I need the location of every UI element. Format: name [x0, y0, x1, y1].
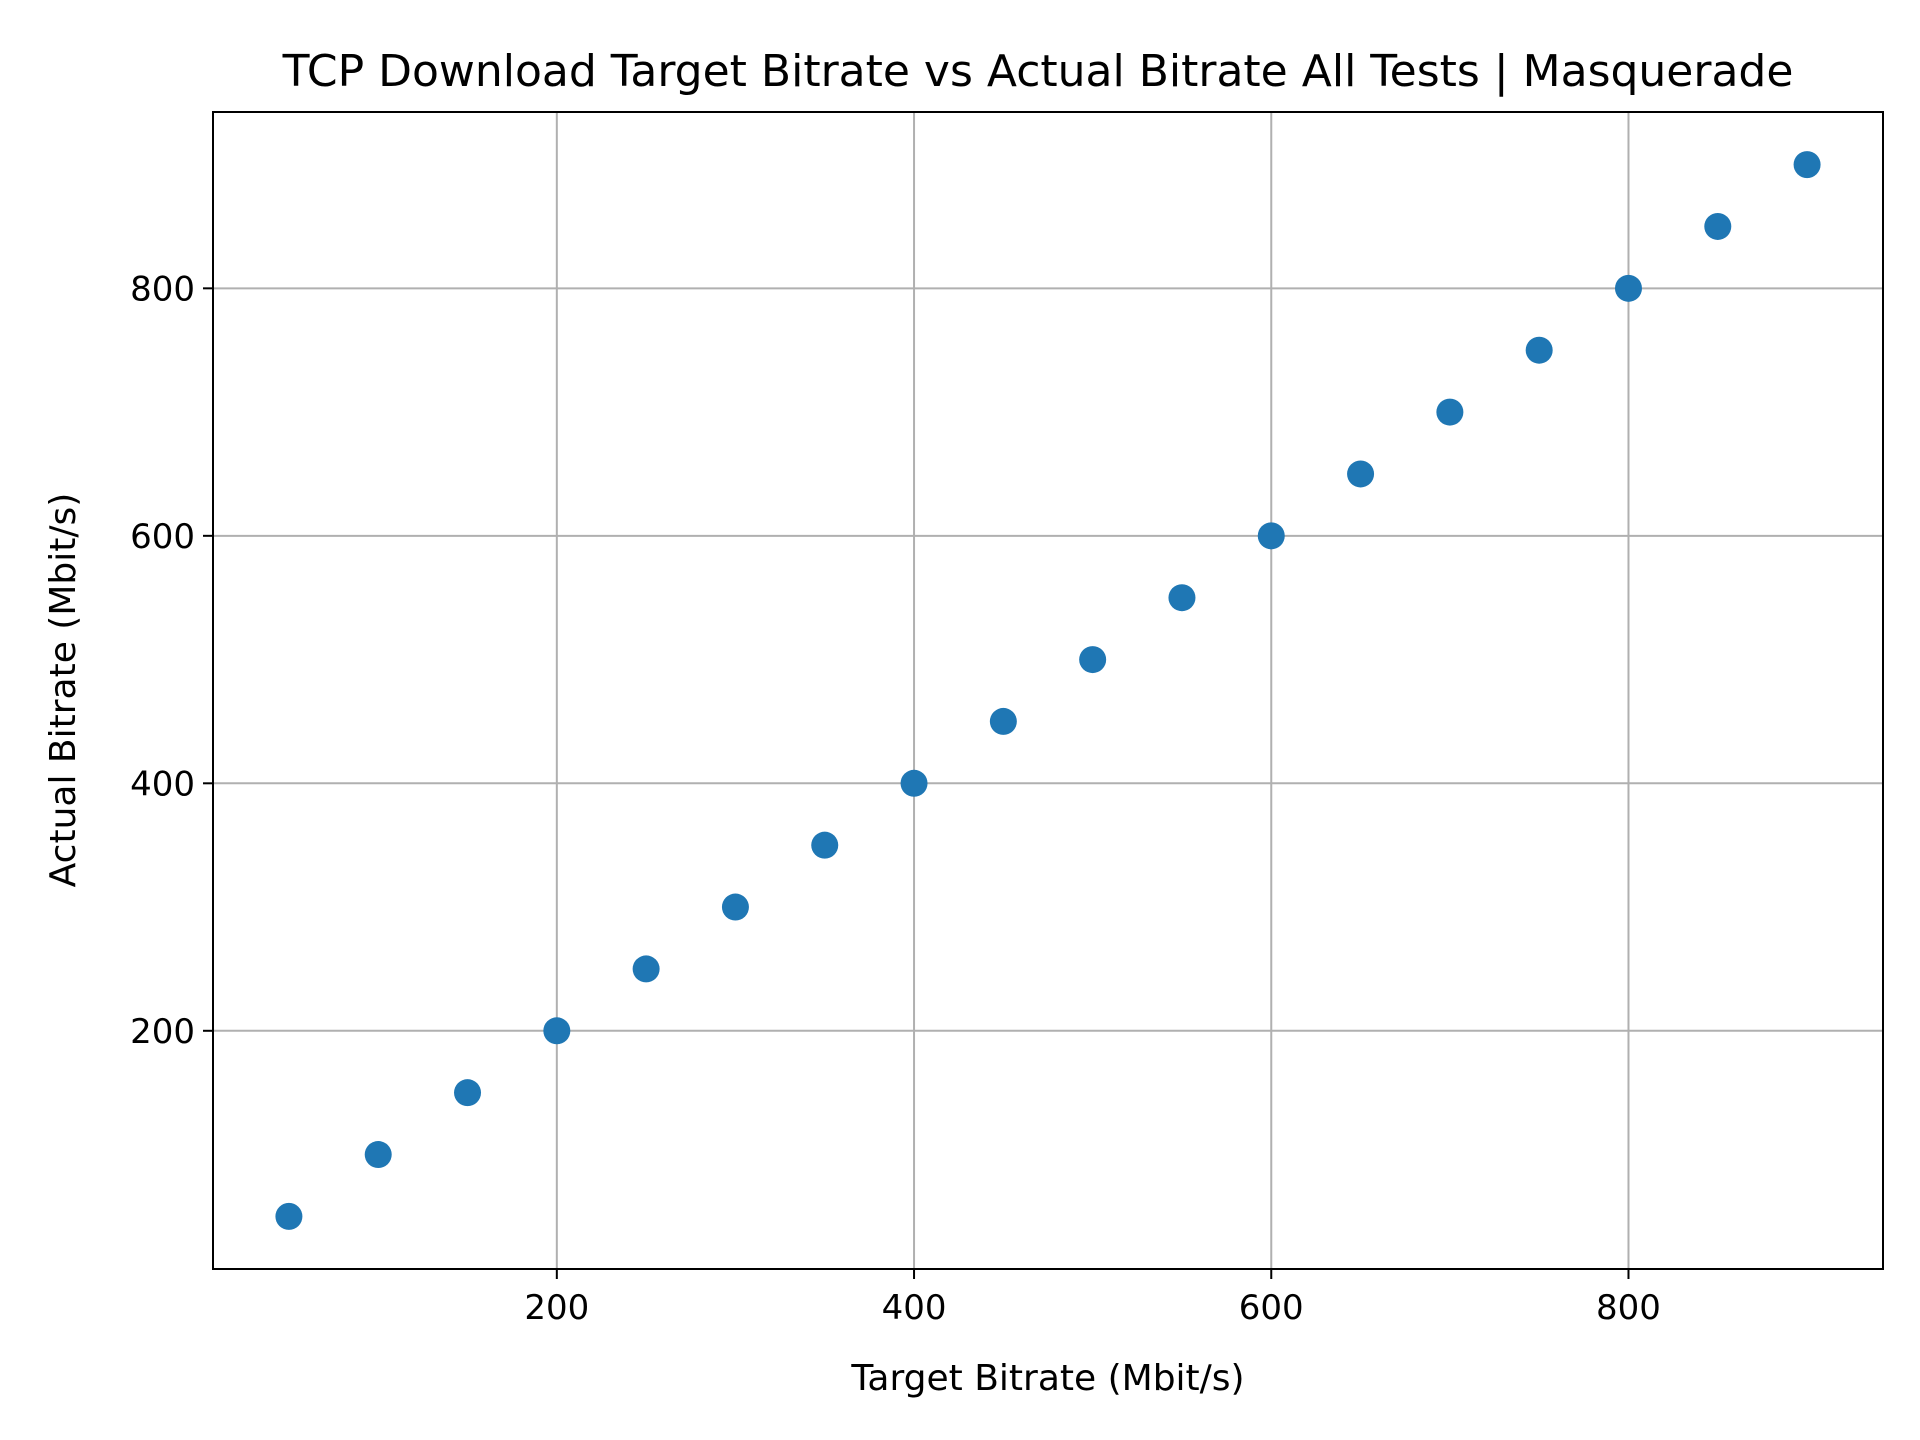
- data-point: [1704, 212, 1732, 240]
- x-axis-label: Target Bitrate (Mbit/s): [850, 1358, 1244, 1399]
- grid: [213, 112, 1883, 1269]
- data-point: [1079, 646, 1107, 674]
- data-point: [989, 707, 1017, 735]
- chart-title: TCP Download Target Bitrate vs Actual Bi…: [282, 46, 1794, 97]
- data-point: [1168, 584, 1196, 612]
- data-point: [1257, 522, 1285, 550]
- data-point: [721, 893, 749, 921]
- data-points: [275, 151, 1821, 1230]
- data-point: [1614, 274, 1642, 302]
- y-tick-label: 200: [130, 1012, 195, 1052]
- plot-frame: [212, 111, 1884, 1270]
- data-point: [275, 1202, 303, 1230]
- y-tick-label: 400: [130, 764, 195, 804]
- data-point: [454, 1079, 482, 1107]
- y-tick-label: 600: [130, 517, 195, 557]
- data-point: [811, 831, 839, 859]
- data-point: [1436, 398, 1464, 426]
- x-tick-label: 600: [1239, 1288, 1304, 1328]
- data-point: [364, 1141, 392, 1169]
- y-axis-label: Actual Bitrate (Mbit/s): [43, 493, 84, 888]
- x-tick-label: 800: [1596, 1288, 1661, 1328]
- data-point: [1347, 460, 1375, 488]
- x-tick-label: 200: [524, 1288, 589, 1328]
- y-tick-label: 800: [130, 269, 195, 309]
- data-point: [543, 1017, 571, 1045]
- data-point: [632, 955, 660, 983]
- data-point: [1793, 151, 1821, 179]
- data-point: [900, 769, 928, 797]
- axis-ticks: 200 400 600 800 200 400 600 800: [130, 269, 1661, 1328]
- x-tick-label: 400: [882, 1288, 947, 1328]
- data-point: [1525, 336, 1553, 364]
